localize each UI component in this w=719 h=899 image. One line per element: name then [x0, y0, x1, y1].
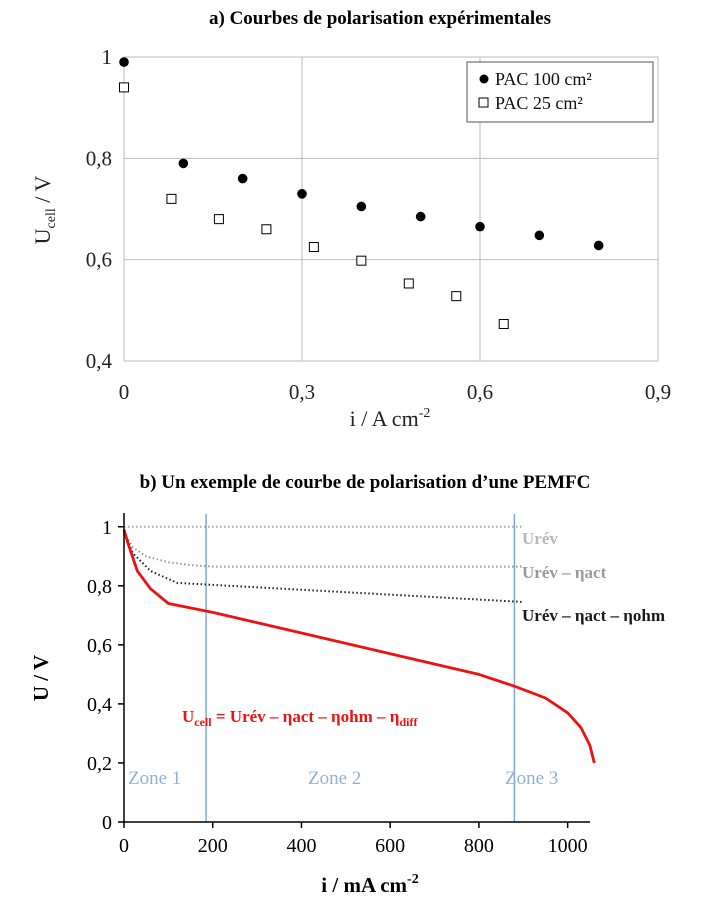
chart-a-x-tick-label: 0,3	[289, 380, 315, 404]
chart-a: a) Courbes de polarisation expérimentale…	[30, 8, 671, 431]
chart-a-plot-frame	[123, 56, 659, 362]
chart-b-y-ticks: 1 0,8 0,6 0,4 0,2 0	[87, 517, 124, 834]
data-point-pac100	[534, 230, 545, 241]
chart-a-legend-box	[466, 61, 654, 123]
chart-a-y-tick-label: 0,4	[86, 349, 113, 373]
chart-b-x-tick-label: 800	[464, 835, 494, 857]
chart-b-title: b) Un exemple de courbe de polarisation …	[140, 472, 591, 493]
curve-label-urev: Urév	[522, 529, 558, 548]
curve-label-urev-act: Urév – ηact	[522, 563, 607, 582]
chart-a-points	[119, 57, 604, 330]
data-point-pac25	[308, 242, 319, 252]
data-point-pac25	[213, 214, 224, 225]
chart-a-x-tick-label: 0,9	[645, 380, 671, 404]
chart-b: b) Un exemple de courbe de polarisation …	[29, 472, 665, 897]
chart-b-x-tick-label: 0	[119, 835, 129, 857]
chart-a-x-label: i / A cm-2	[350, 406, 431, 431]
chart-a-x-ticks: 0 0,3 0,6 0,9	[119, 380, 671, 404]
data-point-pac100	[475, 221, 485, 232]
chart-a-y-tick-label: 1	[102, 45, 113, 69]
data-point-pac25	[498, 319, 509, 330]
chart-a-y-tick-label: 0,6	[86, 248, 112, 272]
data-point-pac100	[237, 173, 248, 184]
curve-urev-act	[123, 532, 524, 568]
data-point-pac100	[178, 158, 189, 169]
chart-b-y-tick-label: 0	[102, 812, 112, 834]
curve-ucell	[122, 529, 596, 764]
chart-b-x-tick-label: 200	[198, 835, 228, 857]
chart-b-curves	[122, 525, 596, 764]
curve-label-ucell: Ucell = Urév – ηact – ηohm – ηdiff	[182, 707, 418, 729]
chart-a-legend: PAC 100 cm² PAC 25 cm²	[466, 61, 654, 123]
chart-b-x-ticks: 0 200 400 600 800 1000	[119, 822, 588, 857]
legend-label-pac25: PAC 25 cm²	[495, 93, 583, 113]
chart-a-title: a) Courbes de polarisation expérimentale…	[209, 8, 551, 29]
data-point-pac100	[119, 57, 129, 67]
data-point-pac100	[593, 240, 604, 251]
data-point-pac100	[297, 189, 307, 199]
chart-b-x-tick-label: 400	[286, 835, 316, 857]
chart-a-y-ticks: 1 0,8 0,6 0,4	[86, 45, 113, 373]
data-point-pac25	[403, 278, 414, 289]
zone-3-label: Zone 3	[505, 768, 558, 789]
legend-marker-pac25	[478, 97, 489, 108]
chart-b-y-tick-label: 0,4	[87, 694, 112, 716]
chart-a-x-tick-label: 0,6	[467, 380, 493, 404]
chart-b-y-label: U / V	[29, 655, 53, 701]
curve-label-urev-act-ohm: Urév – ηact – ηohm	[522, 606, 665, 625]
zone-1-label: Zone 1	[128, 768, 181, 789]
chart-b-y-tick-label: 0,8	[87, 576, 112, 598]
curve-urev-act-ohm	[123, 532, 524, 603]
chart-b-x-tick-label: 1000	[548, 835, 588, 857]
chart-b-y-tick-label: 1	[102, 517, 112, 539]
legend-marker-pac100	[479, 74, 489, 84]
data-point-pac100	[415, 211, 426, 222]
chart-b-x-tick-label: 600	[375, 835, 405, 857]
chart-b-zone-boundaries	[205, 514, 516, 822]
data-point-pac25	[451, 291, 462, 302]
data-point-pac25	[119, 82, 129, 93]
legend-label-pac100: PAC 100 cm²	[495, 69, 592, 89]
data-point-pac100	[356, 201, 367, 212]
chart-a-x-tick-label: 0	[119, 380, 130, 404]
zone-2-label: Zone 2	[308, 768, 361, 789]
data-point-pac25	[166, 193, 177, 204]
chart-b-y-tick-label: 0,6	[87, 635, 112, 657]
chart-b-y-tick-label: 0,2	[87, 753, 112, 775]
chart-b-x-label: i / mA cm-2	[321, 872, 418, 897]
chart-a-y-label: Ucell / V	[30, 176, 59, 245]
data-point-pac25	[356, 255, 367, 266]
data-point-pac25	[261, 224, 272, 235]
chart-a-y-tick-label: 0,8	[86, 146, 112, 170]
